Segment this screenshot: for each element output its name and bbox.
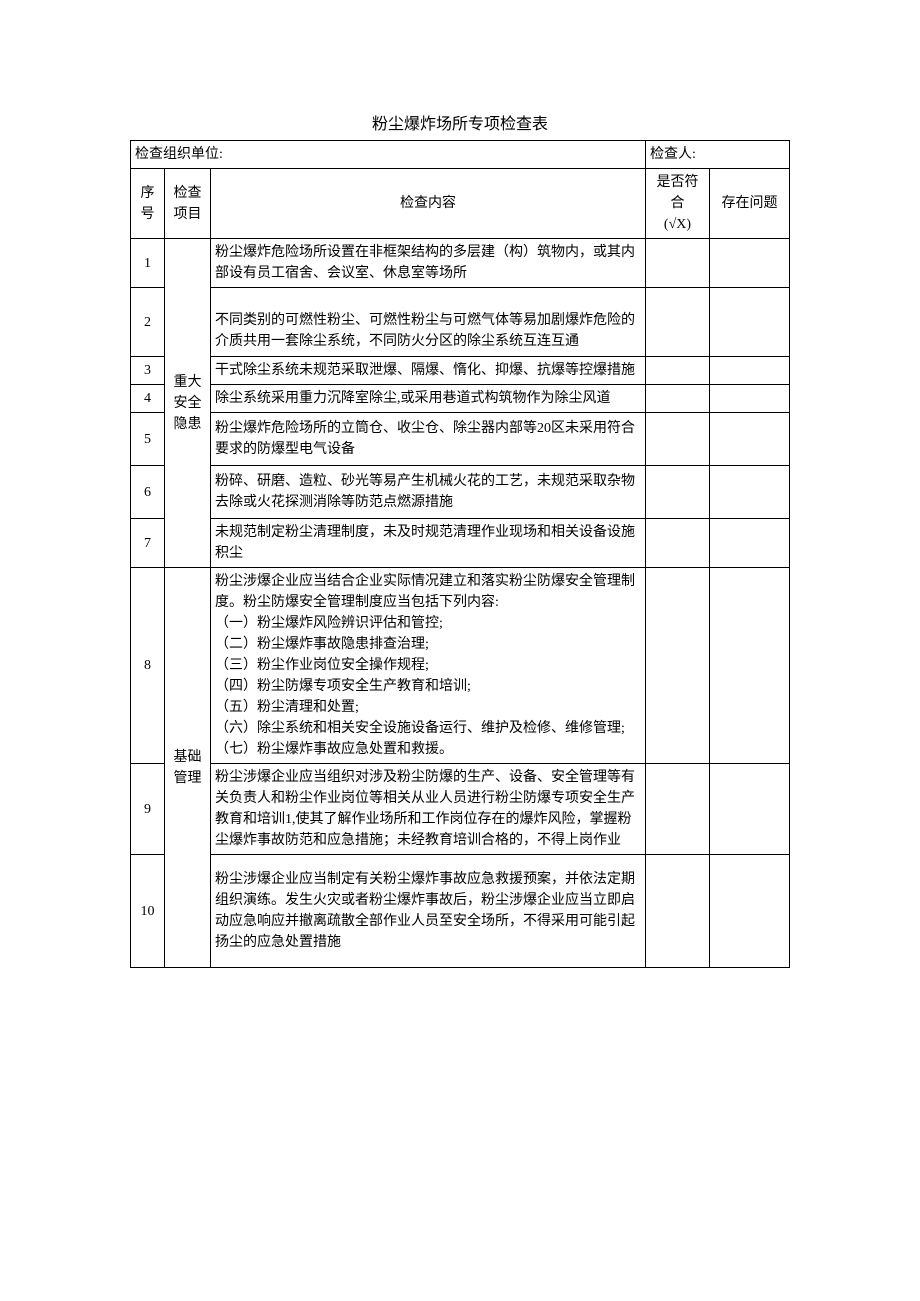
table-row: 10 粉尘涉爆企业应当制定有关粉尘爆炸事故应急救援预案，并依法定期组织演练。发生…	[131, 855, 790, 968]
table-row: 3 干式除尘系统未规范采取泄爆、隔爆、惰化、抑爆、抗爆等控爆措施	[131, 357, 790, 385]
compliance-cell	[645, 855, 709, 968]
content-cell: 粉碎、研磨、造粒、砂光等易产生机械火花的工艺，未规范采取杂物去除或火花探测消除等…	[211, 466, 646, 519]
content-cell: 粉尘爆炸危险场所设置在非框架结构的多层建（构）筑物内，或其内部设有员工宿舍、会议…	[211, 239, 646, 288]
issue-cell	[709, 357, 789, 385]
inspector-label: 检查人:	[645, 141, 789, 169]
item-group-label: 重大安全隐患	[165, 239, 211, 568]
col-issue-header: 存在问题	[709, 169, 789, 239]
table-row: 4 除尘系统采用重力沉降室除尘,或采用巷道式构筑物作为除尘风道	[131, 385, 790, 413]
issue-cell	[709, 519, 789, 568]
item-group-label: 基础管理	[165, 568, 211, 968]
seq-cell: 7	[131, 519, 165, 568]
org-label: 检查组织单位:	[131, 141, 646, 169]
issue-cell	[709, 855, 789, 968]
issue-cell	[709, 239, 789, 288]
header-org-row: 检查组织单位: 检查人:	[131, 141, 790, 169]
page-title: 粉尘爆炸场所专项检查表	[130, 110, 790, 134]
issue-cell	[709, 466, 789, 519]
content-cell: 粉尘涉爆企业应当组织对涉及粉尘防爆的生产、设备、安全管理等有关负责人和粉尘作业岗…	[211, 764, 646, 855]
compliance-cell	[645, 288, 709, 357]
table-row: 1 重大安全隐患 粉尘爆炸危险场所设置在非框架结构的多层建（构）筑物内，或其内部…	[131, 239, 790, 288]
seq-cell: 3	[131, 357, 165, 385]
content-cell: 不同类别的可燃性粉尘、可燃性粉尘与可燃气体等易加剧爆炸危险的介质共用一套除尘系统…	[211, 288, 646, 357]
compliance-cell	[645, 568, 709, 764]
content-cell: 粉尘涉爆企业应当结合企业实际情况建立和落实粉尘防爆安全管理制度。粉尘防爆安全管理…	[211, 568, 646, 764]
compliance-cell	[645, 466, 709, 519]
seq-cell: 2	[131, 288, 165, 357]
content-cell: 未规范制定粉尘清理制度，未及时规范清理作业现场和相关设备设施积尘	[211, 519, 646, 568]
seq-cell: 8	[131, 568, 165, 764]
col-content-header: 检查内容	[211, 169, 646, 239]
col-seq-header: 序号	[131, 169, 165, 239]
issue-cell	[709, 568, 789, 764]
table-row: 2 不同类别的可燃性粉尘、可燃性粉尘与可燃气体等易加剧爆炸危险的介质共用一套除尘…	[131, 288, 790, 357]
compliance-cell	[645, 239, 709, 288]
content-cell: 粉尘涉爆企业应当制定有关粉尘爆炸事故应急救援预案，并依法定期组织演练。发生火灾或…	[211, 855, 646, 968]
issue-cell	[709, 385, 789, 413]
compliance-cell	[645, 385, 709, 413]
seq-cell: 9	[131, 764, 165, 855]
seq-cell: 4	[131, 385, 165, 413]
table-row: 8 基础管理 粉尘涉爆企业应当结合企业实际情况建立和落实粉尘防爆安全管理制度。粉…	[131, 568, 790, 764]
seq-cell: 10	[131, 855, 165, 968]
compliance-cell	[645, 519, 709, 568]
compliance-cell	[645, 413, 709, 466]
issue-cell	[709, 764, 789, 855]
content-cell: 粉尘爆炸危险场所的立筒仓、收尘仓、除尘器内部等20区未采用符合要求的防爆型电气设…	[211, 413, 646, 466]
seq-cell: 1	[131, 239, 165, 288]
content-cell: 除尘系统采用重力沉降室除尘,或采用巷道式构筑物作为除尘风道	[211, 385, 646, 413]
table-row: 7 未规范制定粉尘清理制度，未及时规范清理作业现场和相关设备设施积尘	[131, 519, 790, 568]
col-compliance-header: 是否符合(√X)	[645, 169, 709, 239]
seq-cell: 6	[131, 466, 165, 519]
compliance-cell	[645, 357, 709, 385]
compliance-cell	[645, 764, 709, 855]
issue-cell	[709, 413, 789, 466]
column-header-row: 序号 检查项目 检查内容 是否符合(√X) 存在问题	[131, 169, 790, 239]
table-row: 5 粉尘爆炸危险场所的立筒仓、收尘仓、除尘器内部等20区未采用符合要求的防爆型电…	[131, 413, 790, 466]
content-cell: 干式除尘系统未规范采取泄爆、隔爆、惰化、抑爆、抗爆等控爆措施	[211, 357, 646, 385]
col-item-header: 检查项目	[165, 169, 211, 239]
issue-cell	[709, 288, 789, 357]
inspection-table: 检查组织单位: 检查人: 序号 检查项目 检查内容 是否符合(√X) 存在问题 …	[130, 140, 790, 968]
table-row: 6 粉碎、研磨、造粒、砂光等易产生机械火花的工艺，未规范采取杂物去除或火花探测消…	[131, 466, 790, 519]
table-row: 9 粉尘涉爆企业应当组织对涉及粉尘防爆的生产、设备、安全管理等有关负责人和粉尘作…	[131, 764, 790, 855]
seq-cell: 5	[131, 413, 165, 466]
